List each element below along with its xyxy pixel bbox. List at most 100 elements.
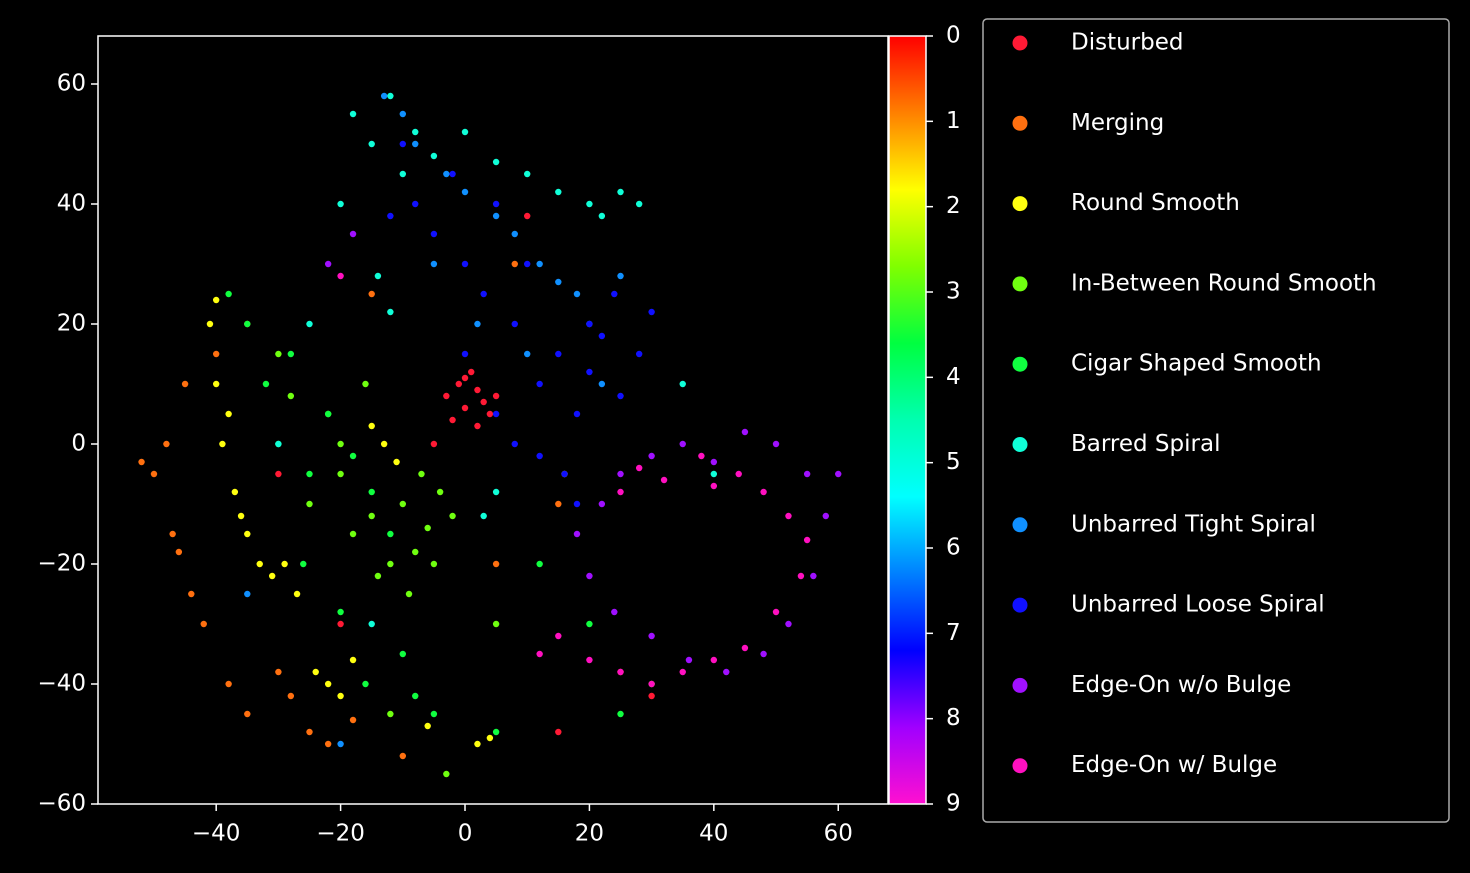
point	[337, 620, 344, 628]
x-tick-label: 40	[699, 821, 728, 847]
legend-label: Disturbed	[1071, 30, 1183, 56]
point	[617, 470, 624, 478]
point	[555, 632, 562, 640]
point	[380, 92, 388, 100]
point	[337, 692, 344, 700]
legend-label: Merging	[1071, 110, 1164, 136]
point	[617, 272, 624, 280]
point	[586, 656, 593, 664]
point	[412, 128, 419, 136]
point	[617, 488, 624, 496]
legend-label: Barred Spiral	[1071, 431, 1220, 457]
point	[492, 200, 500, 208]
point	[387, 710, 394, 718]
point	[349, 716, 357, 724]
point	[175, 548, 183, 556]
point	[710, 470, 718, 478]
legend-marker	[1012, 356, 1028, 372]
legend-marker	[1012, 677, 1028, 693]
point	[492, 620, 500, 628]
point	[418, 470, 425, 478]
point	[617, 392, 624, 400]
point	[598, 380, 606, 388]
x-tick-label: 0	[458, 821, 473, 847]
point	[443, 392, 450, 400]
point	[536, 380, 543, 388]
point	[212, 296, 220, 304]
point	[635, 350, 643, 358]
point	[810, 572, 817, 580]
point	[306, 470, 313, 478]
point	[573, 290, 581, 298]
point	[492, 728, 500, 736]
legend-marker	[1012, 758, 1028, 774]
point	[741, 644, 749, 652]
point	[710, 482, 718, 490]
point	[511, 440, 518, 448]
point	[536, 260, 543, 268]
point	[412, 548, 419, 556]
point	[611, 290, 618, 298]
point	[393, 458, 400, 466]
point	[741, 428, 749, 436]
point	[679, 380, 686, 388]
point	[306, 320, 313, 328]
point	[424, 722, 431, 730]
point	[474, 422, 481, 430]
point	[225, 290, 232, 298]
point	[399, 140, 407, 148]
legend-marker	[1012, 276, 1028, 292]
point	[324, 680, 332, 688]
point	[150, 470, 158, 478]
point	[436, 488, 444, 496]
y-tick-label: 20	[57, 311, 86, 337]
point	[474, 320, 481, 328]
point	[480, 290, 487, 298]
point	[430, 152, 438, 160]
point	[803, 536, 811, 544]
point	[337, 470, 344, 478]
legend-box	[982, 18, 1450, 823]
point	[617, 710, 624, 718]
colorbar-tick-label: 0	[946, 23, 961, 49]
point	[281, 560, 288, 568]
point	[648, 632, 655, 640]
point	[461, 188, 469, 196]
point	[324, 410, 332, 418]
point	[492, 410, 500, 418]
point	[300, 560, 307, 568]
point	[368, 488, 375, 496]
point	[362, 680, 369, 688]
point	[586, 320, 593, 328]
point	[368, 512, 375, 520]
point	[430, 560, 438, 568]
point	[225, 680, 232, 688]
point	[635, 464, 643, 472]
point	[275, 470, 282, 478]
point	[374, 572, 382, 580]
colorbar-tick-label: 3	[946, 279, 961, 305]
point	[648, 692, 655, 700]
legend-label: In-Between Round Smooth	[1071, 270, 1377, 296]
point	[368, 290, 375, 298]
y-tick-label: 60	[57, 71, 86, 97]
point	[617, 188, 624, 196]
legend-label: Unbarred Loose Spiral	[1071, 592, 1325, 618]
point	[262, 380, 270, 388]
legend-marker	[1012, 437, 1028, 452]
point	[412, 692, 419, 700]
plot-frame	[97, 35, 889, 805]
point	[349, 452, 357, 460]
point	[524, 260, 531, 268]
point	[219, 440, 226, 448]
point	[573, 530, 581, 538]
point	[511, 230, 518, 238]
point	[474, 386, 481, 394]
point	[648, 452, 655, 460]
point	[368, 140, 375, 148]
colorbar-tick-label: 6	[946, 535, 961, 561]
point	[760, 488, 767, 496]
point	[244, 710, 251, 718]
point	[586, 572, 593, 580]
point	[536, 650, 543, 658]
